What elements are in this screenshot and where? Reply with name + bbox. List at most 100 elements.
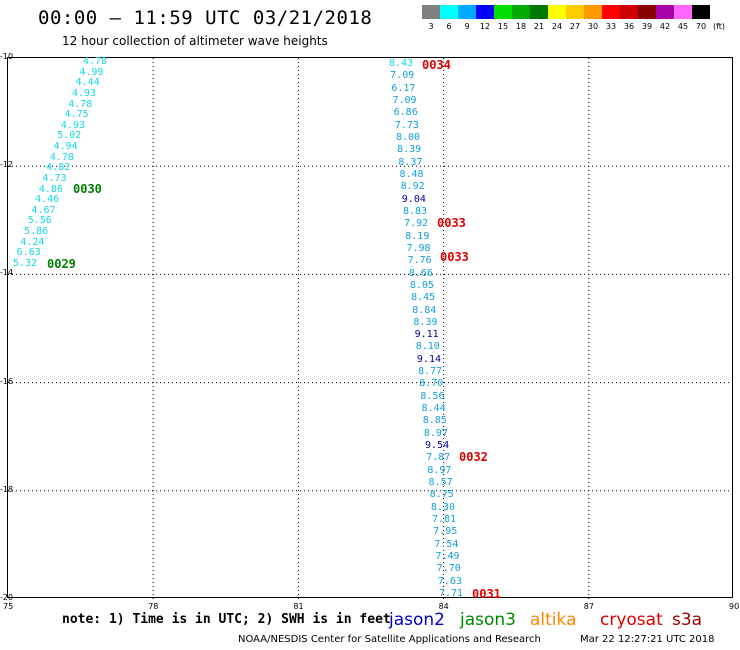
wave-height-value: 8.05: [409, 279, 435, 291]
legend-label: 15: [497, 22, 509, 31]
legend-unit: (ft): [713, 22, 726, 31]
wave-height-value: 8.97: [427, 464, 452, 476]
legend-label: 45: [677, 22, 689, 31]
wave-height-value: 8.57: [428, 477, 453, 489]
wave-height-value: 8.56: [420, 390, 445, 402]
legend-swatch: [494, 5, 512, 19]
longitude-tick-label: 84: [438, 602, 449, 611]
wave-height-value: 7.87: [426, 452, 451, 464]
wave-height-value: 8.77: [418, 366, 443, 378]
legend-label: 30: [587, 22, 599, 31]
wave-height-value: 8.43: [389, 58, 414, 69]
wave-height-value: 8.75: [429, 489, 454, 501]
legend-label: 24: [551, 22, 563, 31]
latitude-tick-label: -20: [0, 593, 14, 602]
wave-height-value: 4.67: [31, 204, 56, 216]
legend-swatch: [458, 5, 476, 19]
wave-height-value: 6.63: [16, 247, 41, 259]
legend-swatch: [638, 5, 656, 19]
credit-line: NOAA/NESDIS Center for Satellite Applica…: [238, 634, 541, 645]
latitude-tick-label: -10: [0, 52, 14, 61]
wave-height-value: 4.75: [64, 109, 89, 121]
wave-height-value: 8.00: [395, 131, 421, 143]
wave-height-value: 7.81: [432, 514, 457, 526]
legend-label: 21: [533, 22, 545, 31]
wave-height-value: 6.86: [393, 107, 418, 119]
wave-height-value: 9.54: [425, 440, 450, 452]
legend-label: 42: [659, 22, 671, 31]
legend-label: 9: [464, 22, 470, 31]
wave-height-value: 8.39: [413, 316, 438, 328]
wave-height-value: 7.09: [392, 94, 417, 106]
wave-height-value: 7.71: [439, 588, 464, 599]
satellite-label-jason2: jason2: [389, 610, 445, 630]
legend-label: 6: [446, 22, 452, 31]
wave-height-value: 5.02: [57, 130, 82, 142]
wave-height-value: 8.37: [398, 156, 423, 168]
footer-note: note: 1) Time is in UTC; 2) SWH is in fe…: [62, 612, 391, 627]
wave-height-value: 4.73: [42, 172, 67, 184]
wave-height-value: 8.92: [400, 181, 425, 193]
legend-label: 33: [605, 22, 617, 31]
latitude-tick-label: -14: [0, 268, 14, 278]
wave-height-value: 9.11: [414, 329, 439, 341]
legend-label: 27: [569, 22, 581, 31]
wave-height-value: 4.78: [49, 151, 74, 163]
wave-height-value: 8.39: [397, 144, 422, 156]
wave-height-value: 7.92: [404, 218, 429, 230]
legend-swatch: [620, 5, 638, 19]
legend-swatch: [530, 5, 548, 19]
legend-swatch: [548, 5, 566, 19]
legend-label: 39: [641, 22, 653, 31]
wave-height-value: 8.19: [405, 230, 430, 242]
wave-height-value: 7.63: [437, 575, 462, 587]
pass-label-0033-a: 0033: [437, 216, 466, 230]
longitude-tick-label: 81: [293, 602, 304, 611]
legend-swatch: [566, 5, 584, 19]
wave-height-value: 6.17: [391, 82, 416, 94]
legend-swatch: [692, 5, 710, 19]
wave-height-value: 7.54: [434, 538, 459, 550]
map-title: 00:00 – 11:59 UTC 03/21/2018: [38, 7, 373, 29]
wave-height-value: 8.83: [402, 205, 428, 217]
wave-height-value: 4.46: [35, 194, 60, 206]
wave-height-value: 7.70: [436, 563, 461, 575]
legend-swatch: [512, 5, 530, 19]
legend-label: 36: [623, 22, 635, 31]
wave-height-value: 8.85: [422, 415, 447, 427]
wave-height-value: 8.97: [423, 427, 448, 439]
latitude-tick-label: -16: [0, 376, 14, 386]
wave-height-value: 8.10: [415, 341, 440, 353]
map-subtitle: 12 hour collection of altimeter wave hei…: [62, 34, 328, 48]
wave-height-value: 8.48: [399, 168, 424, 180]
generated-timestamp: Mar 22 12:27:21 UTC 2018: [580, 634, 715, 645]
legend-swatch: [602, 5, 620, 19]
legend-label: 12: [479, 22, 491, 31]
wave-height-value: 4.44: [75, 77, 100, 89]
wave-height-value: 8.66: [408, 267, 433, 279]
legend-swatch: [476, 5, 494, 19]
longitude-tick-label: 87: [583, 602, 594, 611]
pass-label-0034: 0034: [422, 58, 451, 72]
latitude-tick-label: -18: [0, 484, 14, 494]
wave-height-value: 4.78: [83, 56, 108, 67]
pass-label-0032: 0032: [459, 450, 488, 464]
wave-height-value: 9.14: [416, 353, 441, 365]
legend-swatch: [440, 5, 458, 19]
pass-label-0031: 0031: [472, 587, 501, 601]
longitude-tick-label: 78: [148, 602, 159, 611]
legend-swatch: [422, 5, 440, 19]
wave-height-value: 8.70: [419, 378, 444, 390]
wave-height-value: 8.30: [430, 501, 455, 513]
latitude-tick-label: -12: [0, 160, 14, 170]
wave-height-value: 4.78: [68, 98, 93, 110]
legend-swatch: [674, 5, 692, 19]
wave-height-value: 4.24: [20, 236, 45, 248]
longitude-tick-label: 90: [729, 602, 740, 611]
pass-label-0029: 0029: [47, 257, 76, 271]
wave-height-value: 7.76: [407, 255, 432, 267]
wave-height-value: 4.82: [46, 162, 71, 174]
wave-height-value: 4.93: [60, 119, 85, 131]
longitude-tick-label: 75: [3, 602, 14, 611]
satellite-label-altika: altika: [530, 610, 577, 630]
